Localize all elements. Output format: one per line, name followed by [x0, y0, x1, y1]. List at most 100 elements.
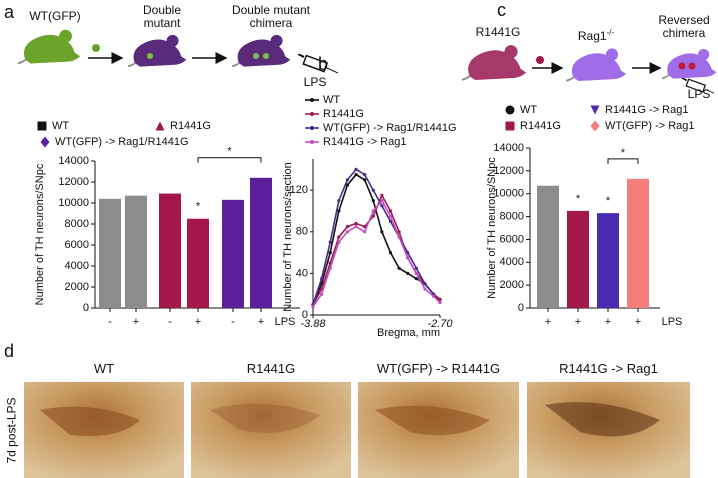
legend-marker	[310, 112, 314, 116]
point	[414, 266, 418, 270]
schematic-label: Double mutant	[142, 3, 182, 30]
x-axis-label: LPS	[275, 316, 296, 328]
y-tick-label: 8000	[500, 210, 524, 222]
panel-label: c	[497, 0, 506, 20]
x-tick-label: +	[575, 316, 581, 328]
bar	[99, 198, 121, 308]
schematic-label: Reversed chimera	[658, 13, 710, 40]
point	[388, 209, 393, 213]
legend-label: R1441G	[170, 120, 211, 132]
point	[328, 240, 332, 244]
point	[354, 167, 358, 171]
legend-label: R1441G	[520, 120, 561, 132]
significance: *	[196, 201, 201, 213]
legend-marker	[505, 121, 515, 131]
legend-marker	[155, 121, 165, 131]
legend-marker	[505, 105, 515, 115]
bar	[159, 193, 181, 308]
bracket	[197, 157, 262, 163]
point	[414, 271, 418, 275]
point	[345, 230, 350, 234]
point	[354, 221, 358, 226]
y-tick-label: 14000	[58, 155, 89, 167]
x-tick-label: +	[545, 316, 551, 328]
y-tick-label: 0	[518, 302, 524, 314]
x-tick-label: -2.70	[427, 318, 453, 330]
y-tick-label: 4000	[65, 260, 89, 272]
point	[363, 225, 367, 229]
image-title: R1441G -> Rag1	[559, 361, 658, 376]
legend-label: R1441G -> Rag1	[605, 104, 688, 116]
series-line	[312, 199, 441, 308]
image-title: WT(GFP) -> R1441G	[376, 361, 501, 376]
y-tick-label: 12000	[493, 165, 524, 177]
x-tick-label: -	[168, 316, 172, 328]
y-tick-label: 6000	[65, 239, 89, 251]
y-tick-label: 6000	[500, 233, 524, 245]
y-tick-label: 10000	[493, 188, 524, 200]
point	[363, 173, 367, 177]
y-tick-label: 14000	[493, 142, 524, 154]
legend-marker	[590, 105, 600, 115]
series-line	[312, 173, 441, 305]
y-tick-label: 2000	[500, 279, 524, 291]
x-tick-label: -3.88	[300, 318, 326, 330]
point	[397, 235, 401, 239]
point	[363, 230, 367, 234]
panel-label: a	[4, 2, 15, 22]
legend-marker	[37, 121, 47, 131]
schematic-label: Rag1-/-	[566, 26, 626, 43]
bar	[187, 218, 209, 308]
bar	[125, 195, 147, 308]
image-title: WT	[93, 361, 115, 376]
bar	[537, 185, 559, 308]
significance: *	[621, 147, 626, 159]
x-tick-label: +	[635, 316, 641, 328]
y-tick-label: 0	[83, 302, 89, 314]
point	[337, 240, 341, 244]
y-tick-label: 12000	[58, 176, 89, 188]
y-axis-label: Number of TH neurons/SNpc	[34, 163, 46, 305]
schematic-c	[462, 44, 718, 94]
side-label: 7d post-LPS	[4, 397, 19, 464]
point	[337, 209, 341, 213]
point	[345, 183, 350, 187]
legend-marker	[590, 120, 600, 132]
y-axis-label: Number of TH neurons/SNpc	[486, 157, 498, 299]
point	[345, 225, 350, 229]
y-tick-label: 0	[302, 309, 308, 321]
point	[354, 225, 358, 229]
significance: *	[576, 193, 581, 205]
micrographs	[24, 382, 690, 478]
schematic-label: Rag1	[577, 29, 607, 43]
lps-label: LPS	[687, 87, 711, 101]
point	[397, 230, 401, 234]
point	[406, 251, 410, 255]
legend-marker	[40, 136, 50, 148]
y-tick-label: 4000	[500, 256, 524, 268]
point	[423, 287, 427, 291]
point	[380, 204, 384, 208]
x-axis-label: LPS	[662, 316, 683, 328]
point	[380, 230, 384, 234]
x-tick-label: +	[133, 316, 139, 328]
point	[438, 300, 442, 305]
point	[311, 305, 315, 309]
legend-label: R1441G -> Rag1	[323, 136, 406, 148]
legend-label: WT(GFP) -> Rag1/R1441G	[55, 136, 189, 148]
point	[363, 178, 367, 182]
panel-label: b	[318, 54, 329, 74]
x-tick-label: +	[258, 316, 264, 328]
point	[388, 219, 393, 223]
image-title: R1441G	[246, 361, 296, 376]
point	[328, 266, 332, 270]
legend-label: R1441G	[323, 108, 364, 120]
point	[337, 235, 341, 239]
schematic-label: Double mutant chimera	[231, 3, 311, 30]
point	[320, 277, 324, 281]
panel-label: d	[4, 341, 15, 361]
point	[380, 199, 384, 203]
point	[397, 266, 401, 270]
x-tick-label: -	[231, 316, 235, 328]
